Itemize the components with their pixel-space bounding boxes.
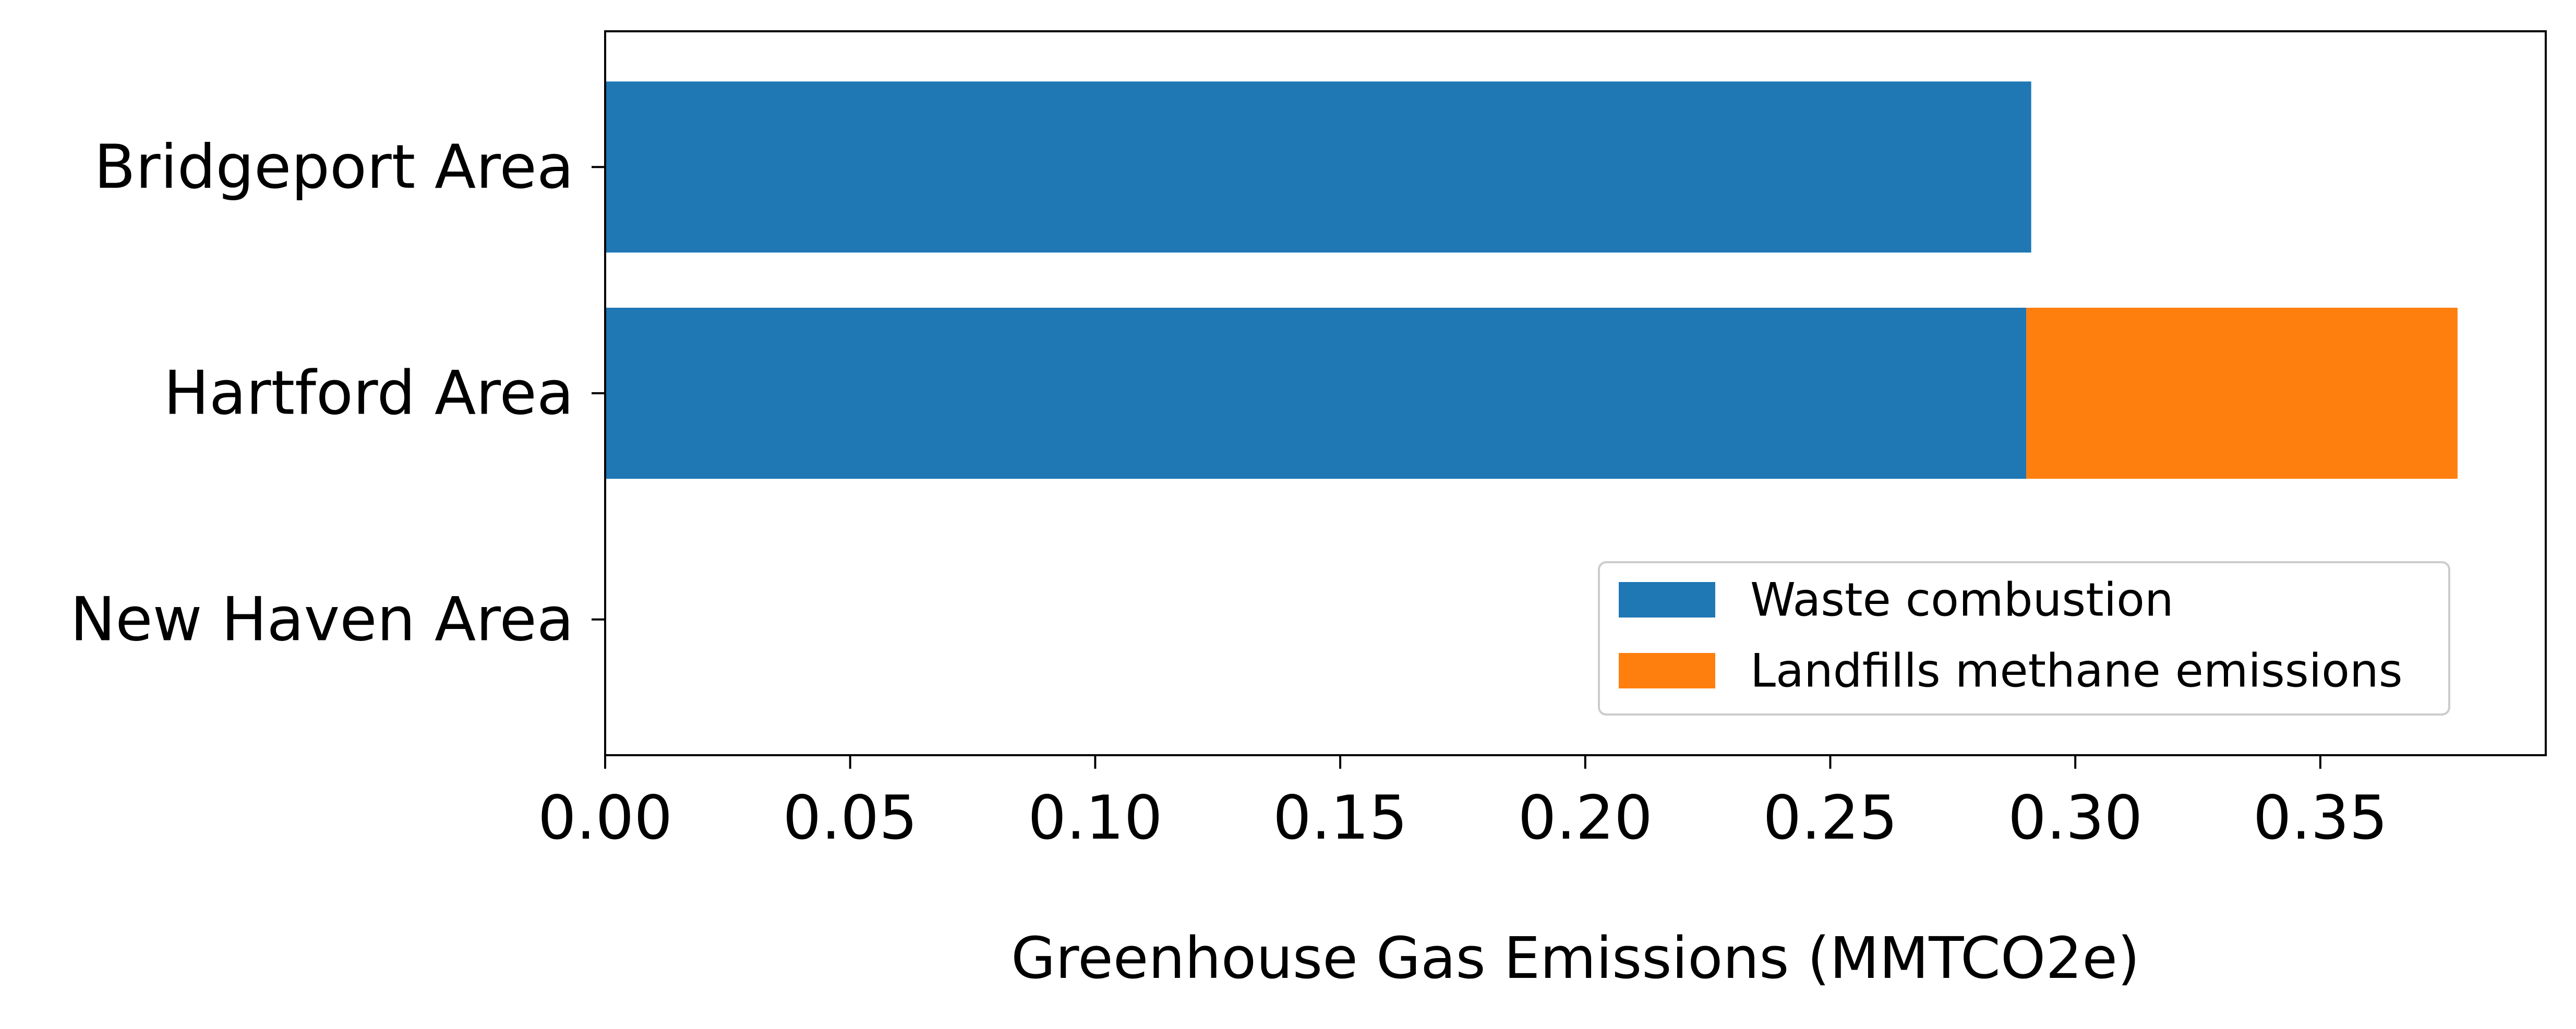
- y-tick-label: Bridgeport Area: [94, 132, 574, 202]
- legend-label-waste-combustion: Waste combustion: [1750, 573, 2174, 627]
- bar-bridgeport-area-waste-combustion: [605, 81, 2031, 253]
- x-tick-label: 0.30: [2008, 783, 2142, 853]
- y-axis: Bridgeport Area Hartford Area New Haven Ar…: [70, 132, 605, 655]
- bar-hartford-area-waste-combustion: [605, 308, 2027, 479]
- x-tick-label: 0.00: [538, 783, 672, 853]
- legend: Waste combustion Landfills methane emissi…: [1598, 561, 2450, 716]
- x-tick-label: 0.05: [783, 783, 918, 853]
- x-tick-label: 0.20: [1518, 783, 1653, 853]
- legend-swatch-waste-combustion: [1619, 582, 1715, 618]
- y-tick-label: New Haven Area: [70, 584, 574, 655]
- legend-label-landfills-methane-emissions: Landfills methane emissions: [1750, 644, 2403, 698]
- x-tick-label: 0.10: [1028, 783, 1162, 853]
- x-axis: 0.00 0.05 0.10 0.15 0.20 0.25 0.30 0.35: [538, 755, 2388, 853]
- bars-group: [605, 81, 2458, 479]
- y-tick-label: Hartford Area: [164, 358, 574, 429]
- x-tick-label: 0.15: [1273, 783, 1407, 853]
- bar-hartford-area-landfills-methane-emissions: [2026, 308, 2458, 479]
- x-tick-label: 0.25: [1763, 783, 1897, 853]
- x-axis-label: Greenhouse Gas Emissions (MMTCO2e): [1011, 925, 2140, 991]
- x-tick-label: 0.35: [2253, 783, 2388, 853]
- legend-swatch-landfills-methane-emissions: [1619, 653, 1715, 688]
- legend-frame: [1598, 561, 2450, 716]
